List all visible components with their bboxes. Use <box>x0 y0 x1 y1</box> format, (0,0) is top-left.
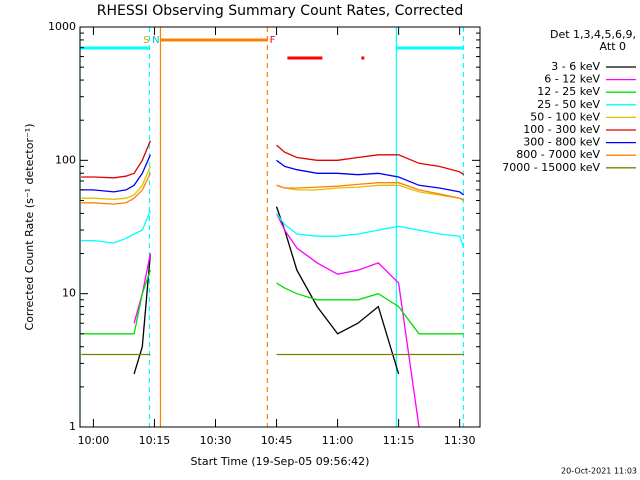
plot-frame <box>79 26 481 428</box>
x-tick-label: 10:30 <box>200 434 232 447</box>
legend-title: Att 0 <box>600 40 626 53</box>
x-tick-label: 11:30 <box>444 434 476 447</box>
series-line <box>133 206 400 375</box>
y-tick-label: 1 <box>69 420 76 433</box>
legend-label: 300 - 800 keV <box>523 136 600 149</box>
series-line <box>81 154 465 196</box>
legend-title: Det 1,3,4,5,6,9, <box>550 28 636 41</box>
legend-label: 800 - 7000 keV <box>516 148 600 161</box>
series-line <box>81 269 464 335</box>
series-line <box>81 210 465 249</box>
legend-label: 3 - 6 keV <box>551 60 600 73</box>
series-line <box>133 213 420 428</box>
flag-label: F <box>270 35 276 46</box>
y-tick-label: 100 <box>55 153 76 166</box>
flag-label: S <box>143 35 149 46</box>
legend-label: 12 - 25 keV <box>537 85 600 98</box>
x-tick-label: 10:15 <box>139 434 171 447</box>
x-axis-label: Start Time (19-Sep-05 09:56:42) <box>191 455 370 468</box>
x-tick-label: 10:45 <box>261 434 293 447</box>
legend-label: 6 - 12 keV <box>544 73 600 86</box>
series-line <box>81 166 465 202</box>
legend-label: 50 - 100 keV <box>530 110 600 123</box>
legend-label: 7000 - 15000 keV <box>502 161 600 174</box>
x-tick-label: 11:15 <box>383 434 415 447</box>
x-tick-label: 11:00 <box>322 434 354 447</box>
x-tick-label: 10:00 <box>78 434 110 447</box>
series-line <box>81 173 465 205</box>
y-tick-label: 10 <box>62 287 76 300</box>
legend-label: 100 - 300 keV <box>523 123 600 136</box>
chart-title: RHESSI Observing Summary Count Rates, Co… <box>97 3 463 19</box>
flag-label: N <box>152 35 159 46</box>
legend-label: 25 - 50 keV <box>537 98 600 111</box>
footer: 20-Oct-2021 11:03 <box>561 467 637 476</box>
series-line <box>81 140 465 179</box>
y-tick-label: 1000 <box>48 20 76 33</box>
y-axis-label: Corrected Count Rate (s⁻¹ detector⁻¹) <box>23 124 36 331</box>
